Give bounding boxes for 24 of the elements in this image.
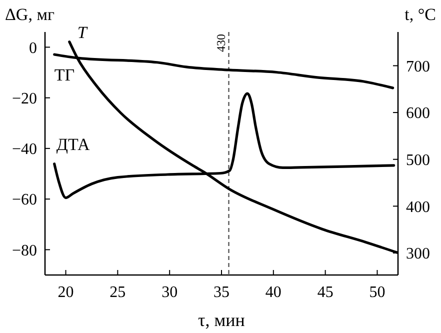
x-tick-label: 35	[214, 284, 230, 301]
x-axis-title: τ, мин	[198, 310, 246, 330]
y-tick-label: −60	[12, 192, 37, 209]
series-label: T	[77, 22, 88, 42]
y2-tick-label: 400	[406, 198, 430, 216]
y-axis-title: ΔG, мг	[5, 5, 54, 24]
y-tick-label: −40	[12, 141, 37, 158]
x-tick-label: 40	[265, 284, 282, 301]
y2-tick-label: 700	[406, 58, 430, 76]
series-label: ДТА	[56, 134, 90, 154]
y-tick-label: −80	[12, 242, 37, 260]
x-tick-label: 50	[369, 284, 386, 301]
y-tick-label: 0	[29, 40, 37, 57]
x-tick-label: 20	[58, 284, 74, 301]
y2-tick-label: 300	[406, 246, 430, 263]
y2-tick-label: 500	[406, 152, 430, 169]
annotation: 430	[214, 34, 228, 52]
y2-tick-label: 600	[406, 105, 430, 122]
y2-axis-title: t, °C	[404, 5, 436, 24]
series-label: ТГ	[54, 66, 75, 85]
x-tick-label: 45	[317, 284, 334, 301]
x-tick-label: 30	[162, 284, 178, 301]
y-tick-label: −20	[12, 90, 37, 108]
x-tick-label: 25	[110, 284, 126, 301]
